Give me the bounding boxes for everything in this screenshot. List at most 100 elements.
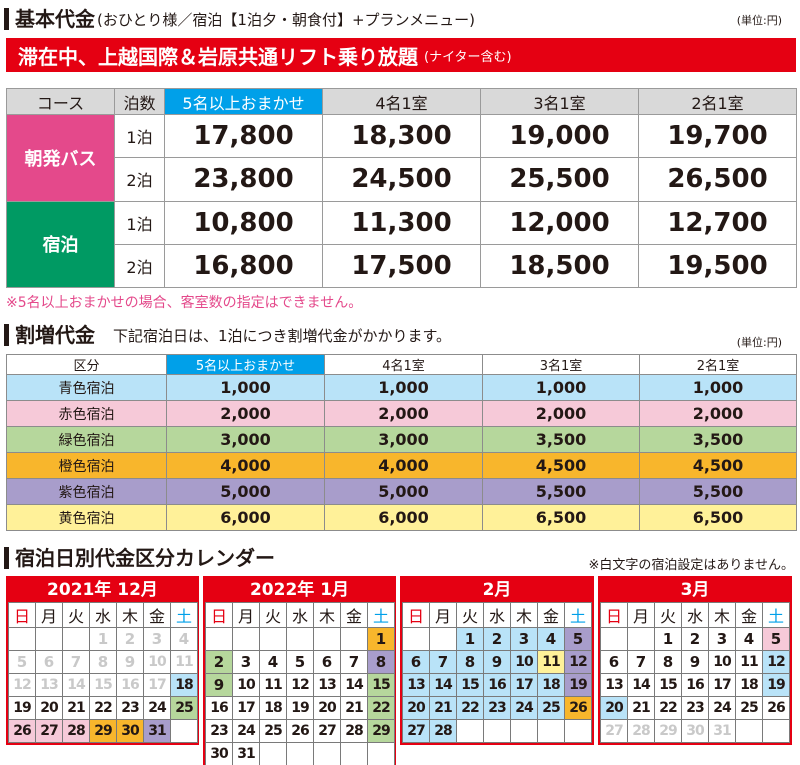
calendar-week: 9 10 11 12 13 14 15 <box>205 673 395 697</box>
calendar-day: 1 <box>89 627 117 651</box>
surcharge-value: 4,500 <box>639 452 797 479</box>
calendar-day <box>205 627 233 651</box>
calendar-day: 20 <box>313 696 341 720</box>
calendar-day: 4 <box>537 627 565 651</box>
calendar-day: 31 <box>708 719 736 743</box>
basic-price-table: コース 泊数 5名以上おまかせ 4名1室 3名1室 2名1室 朝発バス 1泊 1… <box>6 88 797 289</box>
calendar-day: 29 <box>654 719 682 743</box>
weekday-label: 日 <box>402 602 430 628</box>
weekday-label: 金 <box>340 602 368 628</box>
price-cell: 17,500 <box>322 243 481 289</box>
calendar-day: 25 <box>537 696 565 720</box>
surcharge-value: 6,500 <box>639 504 797 531</box>
calendar-day: 9 <box>681 650 709 674</box>
calendar-week: 30 31 <box>205 742 395 765</box>
weekday-label: 日 <box>600 602 628 628</box>
calendar-day: 1 <box>456 627 484 651</box>
calendar-month: 2022年 1月日月火水木金土 1 2 3 4 5 6 7 8 9 10 11 12 13 14 15 16 17… <box>203 576 396 765</box>
calendar-day: 21 <box>340 696 368 720</box>
surcharge-value: 2,000 <box>166 400 325 427</box>
calendar-day: 31 <box>232 742 260 765</box>
weekday-label: 火 <box>259 602 287 628</box>
calendar-day: 3 <box>708 627 736 651</box>
surcharge-value: 6,500 <box>482 504 640 531</box>
calendar-day <box>313 627 341 651</box>
weekday-label: 木 <box>708 602 736 628</box>
section-surcharge-subtitle: 下記宿泊日は、1泊につき割増代金がかかります。 <box>113 327 452 345</box>
calendar-day: 16 <box>681 673 709 697</box>
calendar-day <box>510 719 538 743</box>
surcharge-value: 5,500 <box>639 478 797 505</box>
calendar-day: 11 <box>735 650 763 674</box>
calendar-day: 21 <box>627 696 655 720</box>
calendar-note: ※白文字の宿泊設定はありません。 <box>588 558 794 573</box>
price-cell: 25,500 <box>480 157 639 202</box>
calendar-day: 23 <box>116 696 144 720</box>
weekday-label: 金 <box>537 602 565 628</box>
calendar-day: 24 <box>232 719 260 743</box>
calendar-day: 21 <box>62 696 90 720</box>
calendar-day: 16 <box>483 673 511 697</box>
calendar-day: 6 <box>313 650 341 674</box>
calendar-month: 3月日月火水木金土 1 2 3 4 5 6 7 8 9 10 11 12 13 14 15 16 17 18 19 20… <box>598 576 792 745</box>
calendar-day: 9 <box>483 650 511 674</box>
surcharge-value: 3,500 <box>639 426 797 453</box>
surcharge-value: 4,500 <box>482 452 640 479</box>
calendar-day: 23 <box>483 696 511 720</box>
calendar-week: 1 <box>205 627 395 651</box>
calendar-day: 30 <box>205 742 233 765</box>
surcharge-value: 5,500 <box>482 478 640 505</box>
calendar-week: 19 20 21 22 23 24 25 <box>8 696 198 720</box>
calendar-day <box>564 719 592 743</box>
price-cell: 16,800 <box>164 243 323 289</box>
section-calendar-title: 宿泊日別代金区分カレンダー <box>15 546 275 570</box>
calendar-day: 26 <box>286 719 314 743</box>
price-cell: 17,800 <box>164 113 323 159</box>
calendar-day: 10 <box>708 650 736 674</box>
table-row: 黄色宿泊 6,000 6,000 6,500 6,500 <box>6 504 797 531</box>
calendar-day: 9 <box>116 650 144 674</box>
calendar-day: 25 <box>735 696 763 720</box>
calendar-week: 27 28 <box>402 719 592 743</box>
calendar-month-title: 3月 <box>600 578 790 602</box>
calendar-day: 5 <box>762 627 790 651</box>
calendar-day: 24 <box>143 696 171 720</box>
calendar-day: 2 <box>483 627 511 651</box>
header-3room: 3名1室 <box>480 88 639 115</box>
calendar-day: 14 <box>627 673 655 697</box>
calendar-day: 1 <box>654 627 682 651</box>
surcharge-value: 4,000 <box>324 452 483 479</box>
calendar-day: 17 <box>232 696 260 720</box>
surcharge-value: 1,000 <box>324 374 483 401</box>
calendar-day <box>340 627 368 651</box>
calendar-day: 28 <box>62 719 90 743</box>
lift-banner-text: 滞在中、上越国際＆岩原共通リフト乗り放題 <box>18 44 418 69</box>
weekday-label: 日 <box>8 602 36 628</box>
table-row: 橙色宿泊 4,000 4,000 4,500 4,500 <box>6 452 797 479</box>
section-surcharge-header: 割増代金 下記宿泊日は、1泊につき割増代金がかかります。 <box>4 324 451 346</box>
category-cell: 黄色宿泊 <box>6 504 167 531</box>
calendar-day <box>600 627 628 651</box>
header-3room: 3名1室 <box>482 354 640 375</box>
calendar-day: 29 <box>89 719 117 743</box>
calendar-day: 26 <box>564 696 592 720</box>
calendar-week: 27 28 29 30 31 <box>600 719 790 743</box>
calendar-day: 6 <box>600 650 628 674</box>
nights-cell: 1泊 <box>114 113 165 159</box>
calendar-day <box>429 627 457 651</box>
calendar-day: 20 <box>600 696 628 720</box>
nights-cell: 1泊 <box>114 200 165 245</box>
table-row: 緑色宿泊 3,000 3,000 3,500 3,500 <box>6 426 797 453</box>
calendar-day <box>367 742 395 765</box>
calendar-day: 8 <box>654 650 682 674</box>
surcharge-value: 3,000 <box>324 426 483 453</box>
calendar-day: 10 <box>510 650 538 674</box>
calendar-day: 3 <box>510 627 538 651</box>
calendar-day: 12 <box>762 650 790 674</box>
calendar-day: 29 <box>367 719 395 743</box>
calendar-day: 14 <box>340 673 368 697</box>
calendar-day: 26 <box>8 719 36 743</box>
header-4room: 4名1室 <box>324 354 483 375</box>
calendar-day: 13 <box>402 673 430 697</box>
